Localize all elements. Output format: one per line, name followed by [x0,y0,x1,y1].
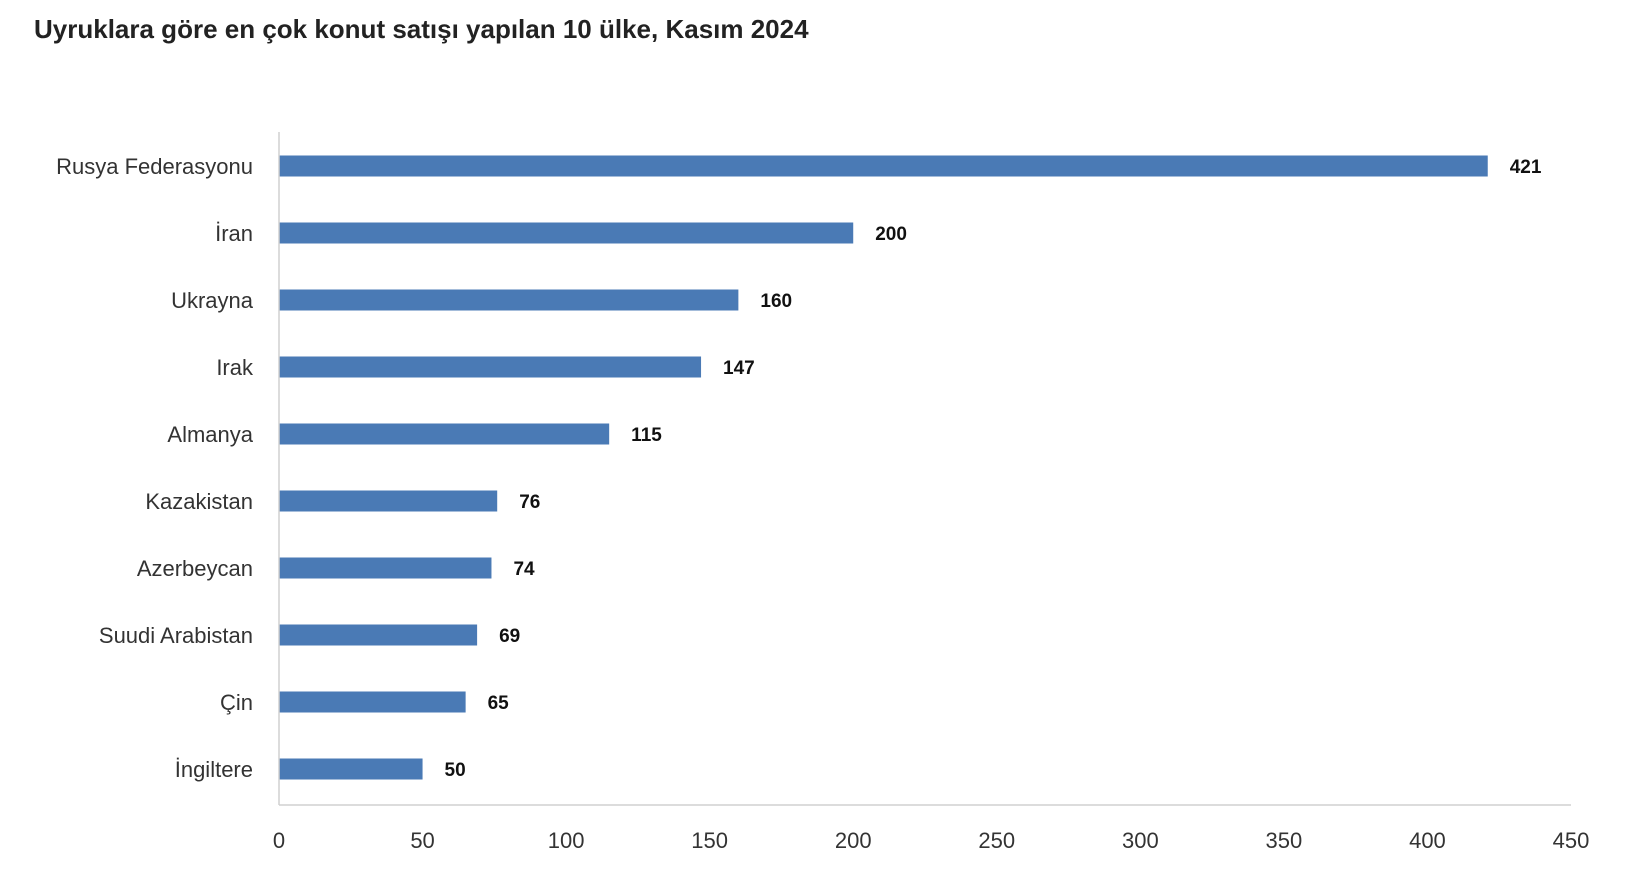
category-label: Azerbeycan [137,556,253,581]
category-label: Çin [220,690,253,715]
category-label: Almanya [167,422,253,447]
value-labels: 421 200 160 147 115 76 74 69 65 50 [445,157,1542,781]
x-tick-label: 450 [1553,828,1590,853]
value-label: 115 [631,425,662,446]
x-tick-label: 100 [548,828,585,853]
value-label: 200 [875,224,907,245]
x-tick-labels: 0 50 100 150 200 250 300 350 400 450 [273,828,1589,853]
value-label: 69 [499,626,520,647]
category-label: İran [215,221,253,246]
x-tick-label: 300 [1122,828,1159,853]
x-tick-label: 150 [691,828,728,853]
category-label: Ukrayna [171,288,254,313]
category-label: İngiltere [175,757,253,782]
x-tick-label: 400 [1409,828,1446,853]
axes-group [278,132,1571,806]
bar [279,423,610,445]
chart-title: Uyruklara göre en çok konut satışı yapıl… [34,14,809,44]
x-tick-label: 250 [978,828,1015,853]
bar [279,289,739,311]
bar [279,490,498,512]
value-label: 76 [519,492,540,513]
bar [279,691,466,713]
bar [279,356,702,378]
value-label: 65 [488,693,510,714]
category-label: Kazakistan [145,489,253,514]
x-tick-label: 0 [273,828,285,853]
category-label: Irak [216,355,254,380]
bar [279,557,492,579]
x-tick-label: 200 [835,828,872,853]
bar [279,624,478,646]
value-label: 160 [760,291,792,312]
value-label: 74 [513,559,535,580]
value-label: 421 [1510,157,1542,178]
bar [279,758,423,780]
bar [279,155,1488,177]
value-label: 147 [723,358,755,379]
category-label: Rusya Federasyonu [56,154,253,179]
bar [279,222,854,244]
category-label: Suudi Arabistan [99,623,253,648]
x-tick-label: 350 [1266,828,1303,853]
value-label: 50 [445,760,466,781]
x-tick-label: 50 [410,828,434,853]
bars-group [279,155,1488,780]
category-labels: Rusya Federasyonu İran Ukrayna Irak Almanya K… [56,154,254,782]
